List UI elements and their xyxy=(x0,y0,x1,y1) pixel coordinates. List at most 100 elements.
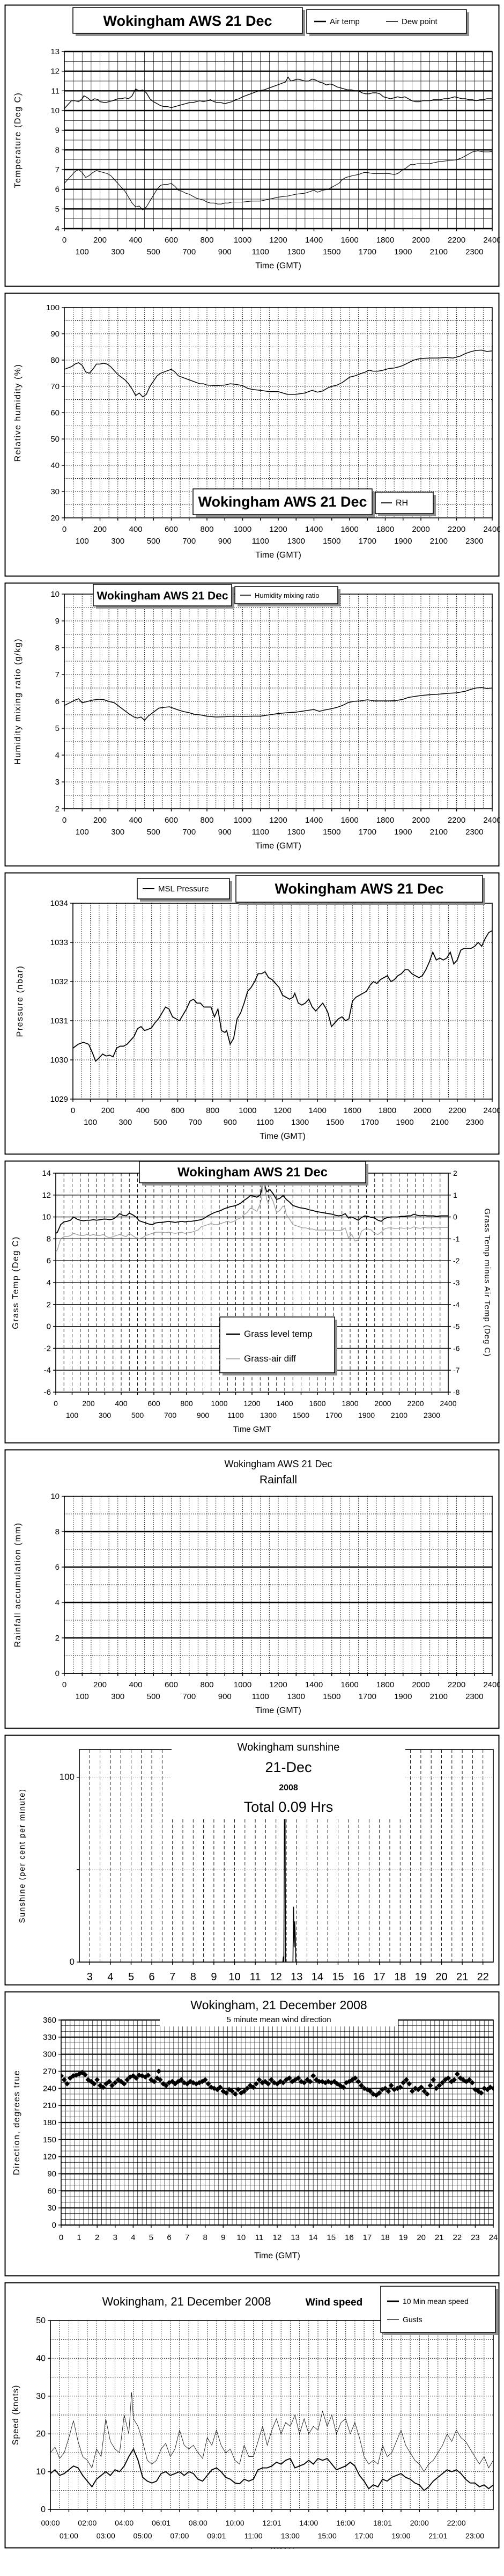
svg-text:Time (GMT): Time (GMT) xyxy=(255,551,301,560)
svg-text:1700: 1700 xyxy=(361,1118,379,1127)
svg-text:330: 330 xyxy=(43,2033,56,2042)
svg-text:2300: 2300 xyxy=(424,1411,440,1419)
svg-text:1600: 1600 xyxy=(309,1399,325,1408)
svg-text:1: 1 xyxy=(77,2233,81,2242)
svg-text:Speed (knots): Speed (knots) xyxy=(11,2385,20,2446)
svg-text:1200: 1200 xyxy=(269,236,287,245)
svg-text:120: 120 xyxy=(43,2153,56,2162)
svg-text:90: 90 xyxy=(47,2170,56,2179)
svg-text:Wokingham AWS 21 Dec: Wokingham AWS 21 Dec xyxy=(275,881,443,897)
svg-text:2000: 2000 xyxy=(412,1680,429,1689)
svg-text:13: 13 xyxy=(291,2233,300,2242)
svg-text:17:00: 17:00 xyxy=(355,2531,374,2540)
svg-text:0: 0 xyxy=(71,1106,75,1115)
svg-text:600: 600 xyxy=(171,1106,184,1115)
svg-text:Rainfall accumulation (mm): Rainfall accumulation (mm) xyxy=(13,1523,23,1648)
svg-text:2: 2 xyxy=(55,804,60,814)
svg-text:7: 7 xyxy=(169,1971,175,1983)
svg-text:Humidity mixing ratio: Humidity mixing ratio xyxy=(255,591,320,599)
svg-text:5: 5 xyxy=(55,204,60,214)
svg-text:2100: 2100 xyxy=(430,828,448,837)
svg-text:2400: 2400 xyxy=(483,816,500,825)
svg-text:Wokingham sunshine: Wokingham sunshine xyxy=(238,1741,340,1753)
svg-text:17: 17 xyxy=(374,1971,386,1983)
svg-text:6: 6 xyxy=(55,185,60,194)
svg-text:9: 9 xyxy=(211,1971,217,1983)
svg-text:100: 100 xyxy=(76,1692,89,1701)
svg-text:23:00: 23:00 xyxy=(465,2531,484,2540)
svg-text:80: 80 xyxy=(50,356,60,365)
panel-humidity-mixing-ratio: 2 3 4 5 6 7 8 9 10 0 200 400 600 800 1000 1200 1400 1600 1… xyxy=(4,582,500,867)
svg-text:30: 30 xyxy=(36,2392,46,2401)
svg-text:04:00: 04:00 xyxy=(115,2519,134,2527)
svg-text:11: 11 xyxy=(51,86,60,96)
svg-text:360: 360 xyxy=(43,2016,56,2025)
svg-text:2300: 2300 xyxy=(465,1692,483,1701)
svg-text:12: 12 xyxy=(270,1971,282,1983)
svg-text:2200: 2200 xyxy=(448,236,465,245)
svg-text:1033: 1033 xyxy=(50,938,68,947)
svg-text:200: 200 xyxy=(93,236,107,245)
svg-text:500: 500 xyxy=(147,1692,160,1701)
svg-text:3: 3 xyxy=(113,2233,117,2242)
svg-text:0: 0 xyxy=(70,1957,75,1967)
svg-text:2100: 2100 xyxy=(430,247,448,257)
svg-text:1900: 1900 xyxy=(394,247,412,257)
svg-text:1000: 1000 xyxy=(239,1106,256,1115)
svg-text:19: 19 xyxy=(415,1971,427,1983)
svg-text:1500: 1500 xyxy=(323,247,340,257)
svg-text:Gusts: Gusts xyxy=(403,2315,423,2324)
svg-text:700: 700 xyxy=(182,247,196,257)
svg-text:1800: 1800 xyxy=(376,1680,394,1689)
svg-text:2400: 2400 xyxy=(483,525,500,534)
svg-text:Rainfall: Rainfall xyxy=(260,1474,297,1486)
svg-text:0: 0 xyxy=(62,525,66,534)
svg-text:400: 400 xyxy=(129,1680,142,1689)
svg-text:8: 8 xyxy=(55,145,60,155)
svg-text:1031: 1031 xyxy=(50,1016,68,1026)
svg-text:8: 8 xyxy=(203,2233,207,2242)
svg-text:6: 6 xyxy=(149,1971,155,1983)
svg-text:900: 900 xyxy=(218,1692,232,1701)
svg-text:10: 10 xyxy=(50,590,60,599)
svg-text:1700: 1700 xyxy=(359,537,376,546)
svg-text:10 Min mean speed: 10 Min mean speed xyxy=(403,2297,469,2306)
svg-text:1000: 1000 xyxy=(234,816,251,825)
svg-text:6: 6 xyxy=(167,2233,171,2242)
svg-text:2000: 2000 xyxy=(374,1399,391,1408)
svg-text:17: 17 xyxy=(363,2233,372,2242)
svg-text:1700: 1700 xyxy=(359,247,376,257)
svg-text:-5: -5 xyxy=(453,1322,460,1331)
svg-text:300: 300 xyxy=(111,828,124,837)
svg-text:1034: 1034 xyxy=(50,899,68,908)
svg-text:18: 18 xyxy=(394,1971,406,1983)
svg-text:00:00: 00:00 xyxy=(41,2519,60,2527)
svg-text:23: 23 xyxy=(471,2233,480,2242)
svg-text:210: 210 xyxy=(43,2101,56,2110)
svg-text:1029: 1029 xyxy=(50,1095,68,1104)
svg-text:0: 0 xyxy=(453,1213,457,1221)
svg-text:-8: -8 xyxy=(453,1388,460,1396)
svg-text:5: 5 xyxy=(149,2233,153,2242)
svg-text:40: 40 xyxy=(36,2354,46,2363)
svg-text:1900: 1900 xyxy=(394,828,412,837)
svg-text:300: 300 xyxy=(111,1692,124,1701)
svg-text:11: 11 xyxy=(255,2233,264,2242)
svg-text:19: 19 xyxy=(399,2233,408,2242)
svg-text:Wokingham AWS 21 Dec: Wokingham AWS 21 Dec xyxy=(97,590,228,602)
svg-text:14: 14 xyxy=(42,1169,51,1178)
svg-text:2100: 2100 xyxy=(430,1692,448,1701)
svg-text:2400: 2400 xyxy=(440,1399,456,1408)
svg-text:10: 10 xyxy=(50,106,60,115)
svg-text:09:01: 09:01 xyxy=(207,2531,226,2540)
svg-text:800: 800 xyxy=(200,236,213,245)
svg-text:4: 4 xyxy=(107,1971,113,1983)
svg-text:2100: 2100 xyxy=(430,537,448,546)
svg-text:500: 500 xyxy=(131,1411,144,1419)
svg-text:1800: 1800 xyxy=(342,1399,358,1408)
svg-text:5: 5 xyxy=(55,724,60,733)
svg-text:1100: 1100 xyxy=(227,1411,243,1419)
svg-text:500: 500 xyxy=(147,537,160,546)
svg-text:0: 0 xyxy=(62,236,66,245)
